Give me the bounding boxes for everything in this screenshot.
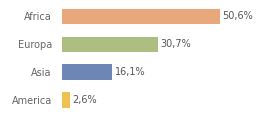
Text: 2,6%: 2,6% (72, 95, 97, 105)
Text: 50,6%: 50,6% (222, 11, 253, 21)
Bar (62, 92, 70, 108)
Bar (62, 36, 158, 52)
Bar (62, 64, 112, 80)
Text: 30,7%: 30,7% (160, 39, 191, 49)
Bar (62, 9, 220, 24)
Text: 16,1%: 16,1% (115, 67, 145, 77)
